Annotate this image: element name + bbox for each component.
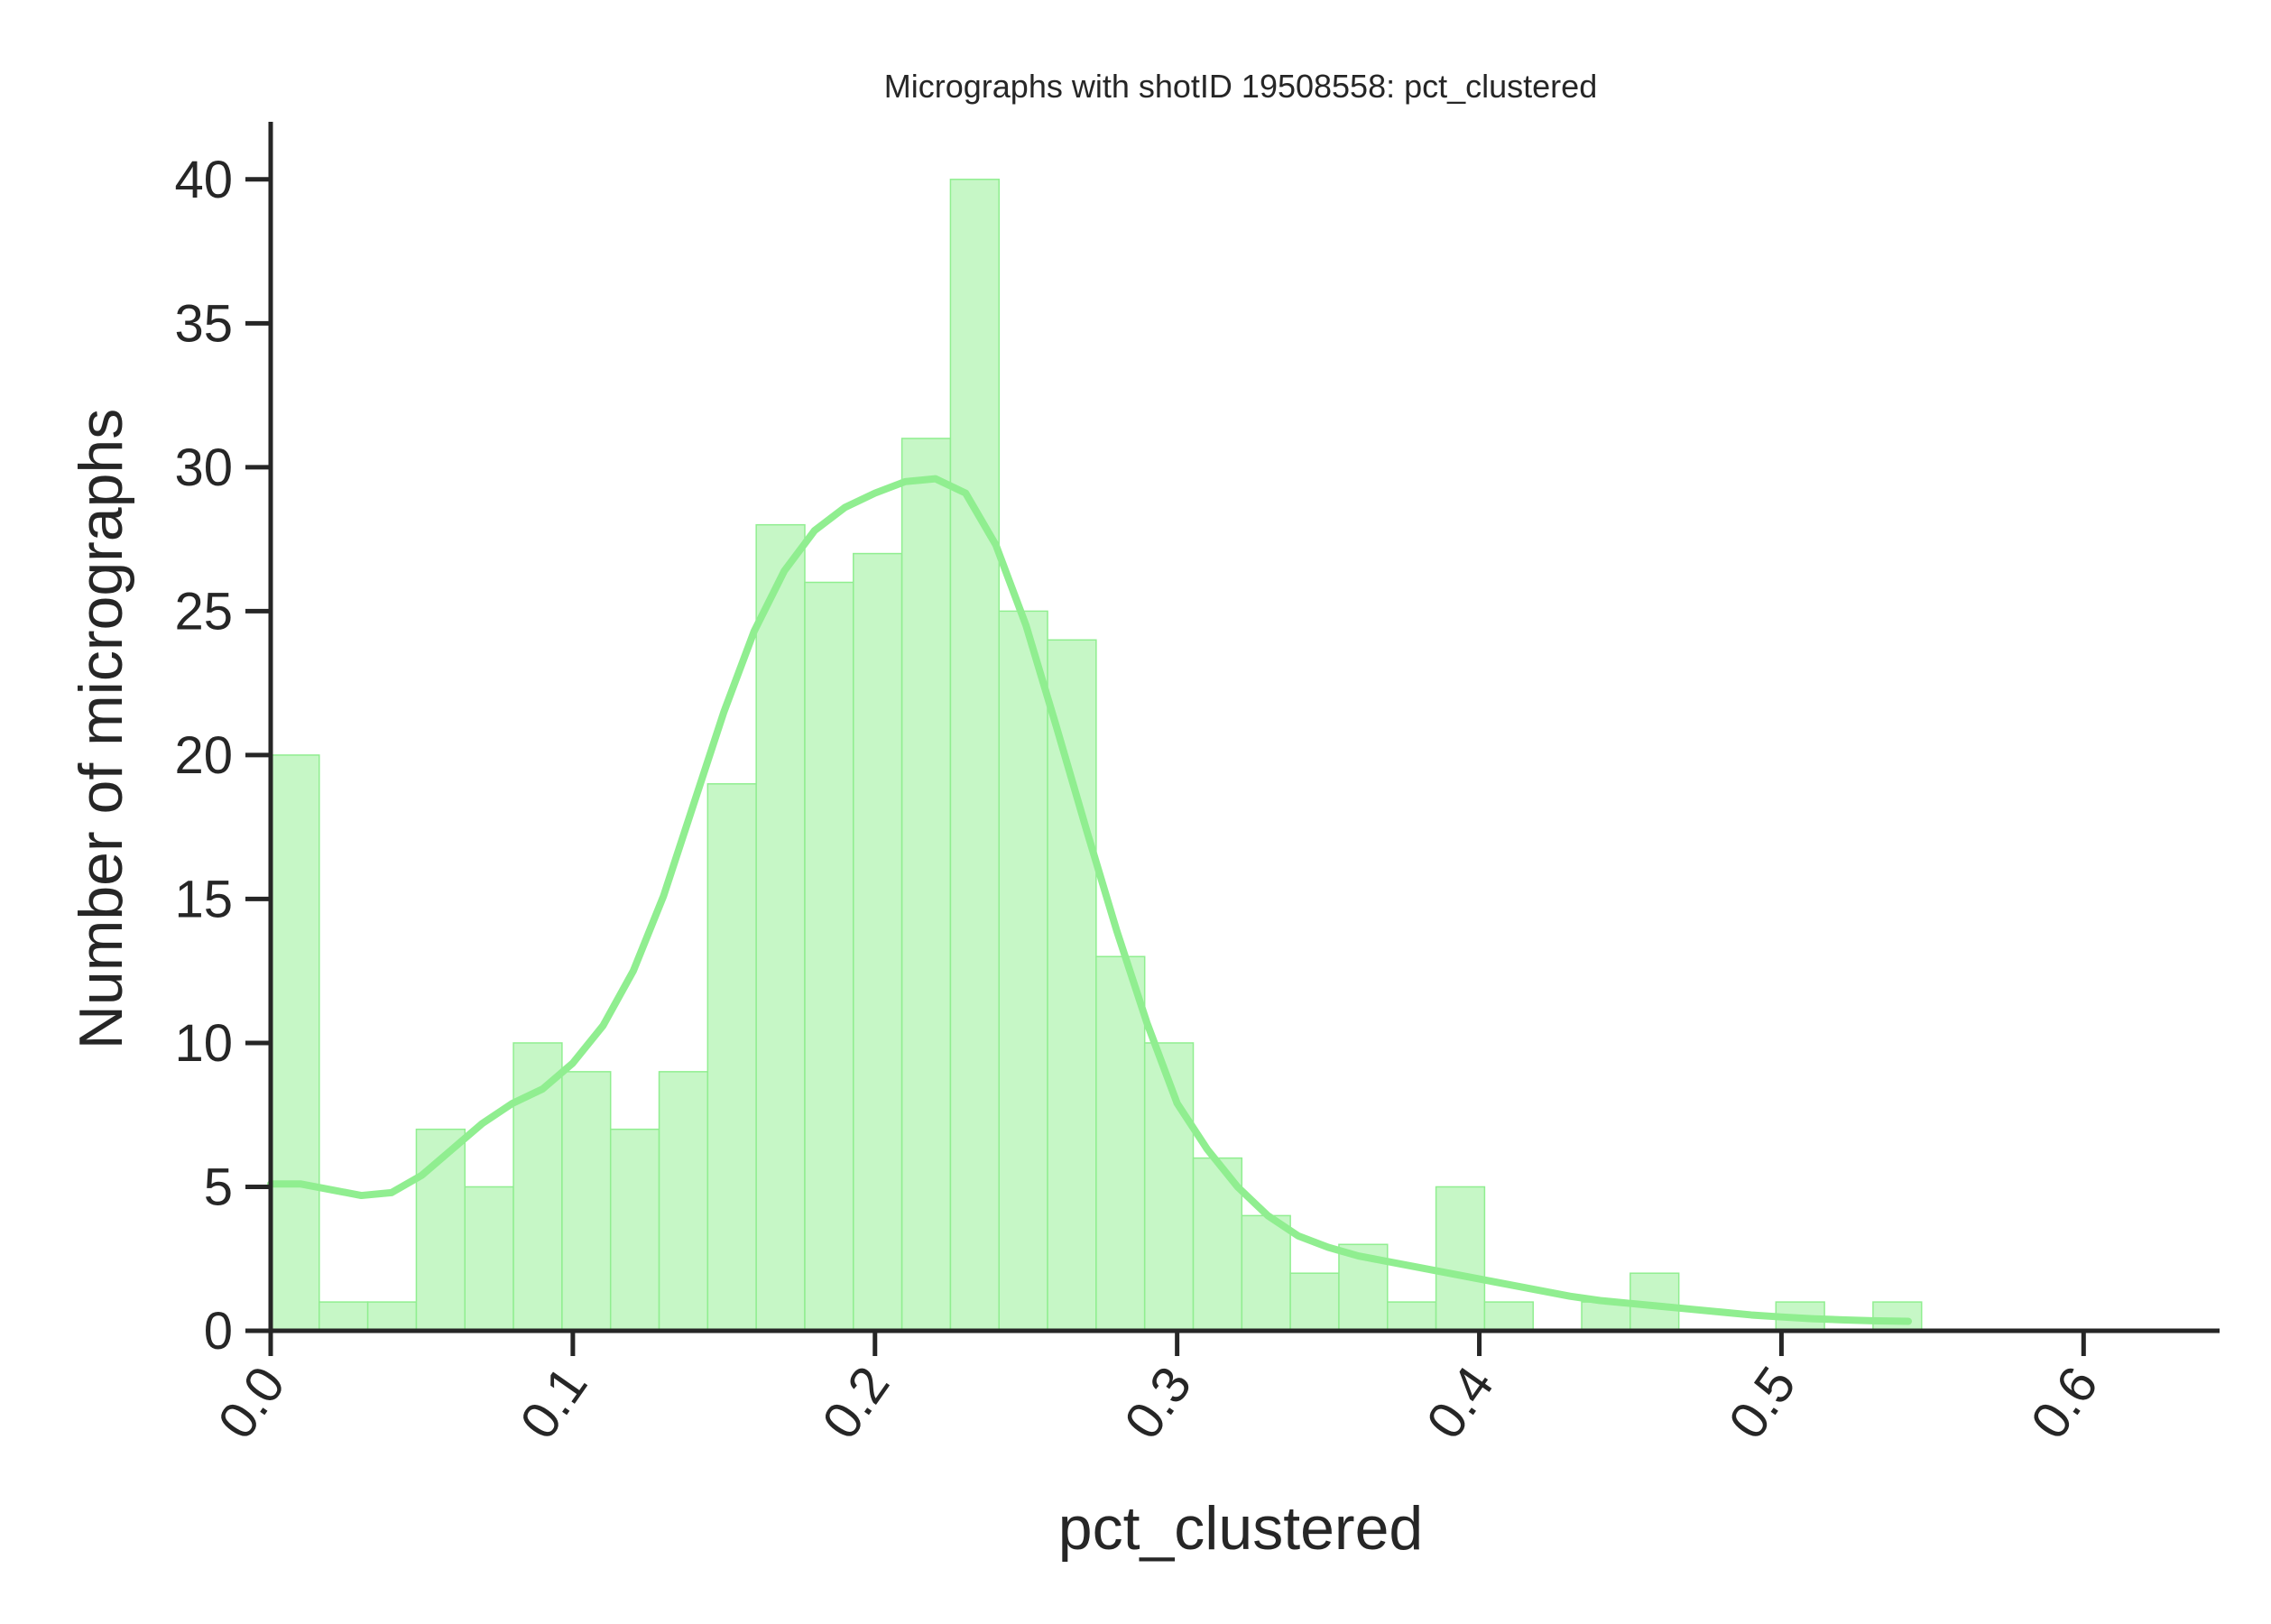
x-tick-label: 0.5 [1718,1356,1807,1449]
y-tick-label: 10 [174,1014,233,1073]
y-tick-label: 40 [174,151,233,209]
kde-curve [267,475,1913,1325]
histogram-bar [366,1301,418,1332]
histogram-bar [1872,1301,1923,1332]
histogram-bar [1241,1214,1291,1332]
x-tick-label: 0.4 [1416,1356,1505,1449]
histogram-bar [658,1071,709,1332]
y-ticks: 0 5 10 15 20 25 30 35 40 [174,151,271,1361]
y-tick-label: 5 [204,1158,233,1216]
x-axis-label: pct_clustered [1058,1494,1423,1563]
histogram-bar [755,523,806,1332]
histogram-bar [1289,1272,1340,1332]
y-tick-label: 15 [174,870,233,928]
y-axis-label: Number of micrographs [67,409,135,1049]
x-tick-label: 0.6 [2019,1356,2109,1449]
histogram-bar [853,552,903,1332]
y-tick-label: 0 [204,1302,233,1361]
histogram-bar [998,610,1048,1332]
histogram-bar [1435,1186,1486,1332]
histogram-bar [609,1128,660,1332]
histogram-bar [804,581,854,1332]
histogram-bar [1047,639,1097,1332]
histogram-bar [464,1186,514,1332]
y-tick-label: 20 [174,726,233,785]
histogram-bars [270,179,1923,1332]
histogram-bar [1095,955,1146,1332]
x-ticks: 0.0 0.1 0.2 0.3 0.4 0.5 0.6 [207,1331,2109,1450]
histogram-bar [706,783,757,1332]
y-tick-label: 30 [174,438,233,497]
histogram-bar [318,1301,369,1332]
x-tick-label: 0.1 [509,1356,598,1449]
x-tick-label: 0.2 [811,1356,900,1449]
histogram-bar [561,1071,612,1332]
histogram-bar [1387,1301,1437,1332]
histogram-bar [949,179,1000,1332]
histogram-bar [270,754,320,1332]
chart-title: Micrographs with shotID 19508558: pct_cl… [884,68,1597,105]
x-tick-label: 0.0 [207,1356,296,1449]
y-tick-label: 35 [174,294,233,353]
y-tick-label: 25 [174,582,233,641]
histogram-bar [900,438,952,1332]
histogram-bar [512,1042,563,1332]
histogram-bar [1483,1301,1534,1332]
x-tick-label: 0.3 [1113,1356,1203,1449]
